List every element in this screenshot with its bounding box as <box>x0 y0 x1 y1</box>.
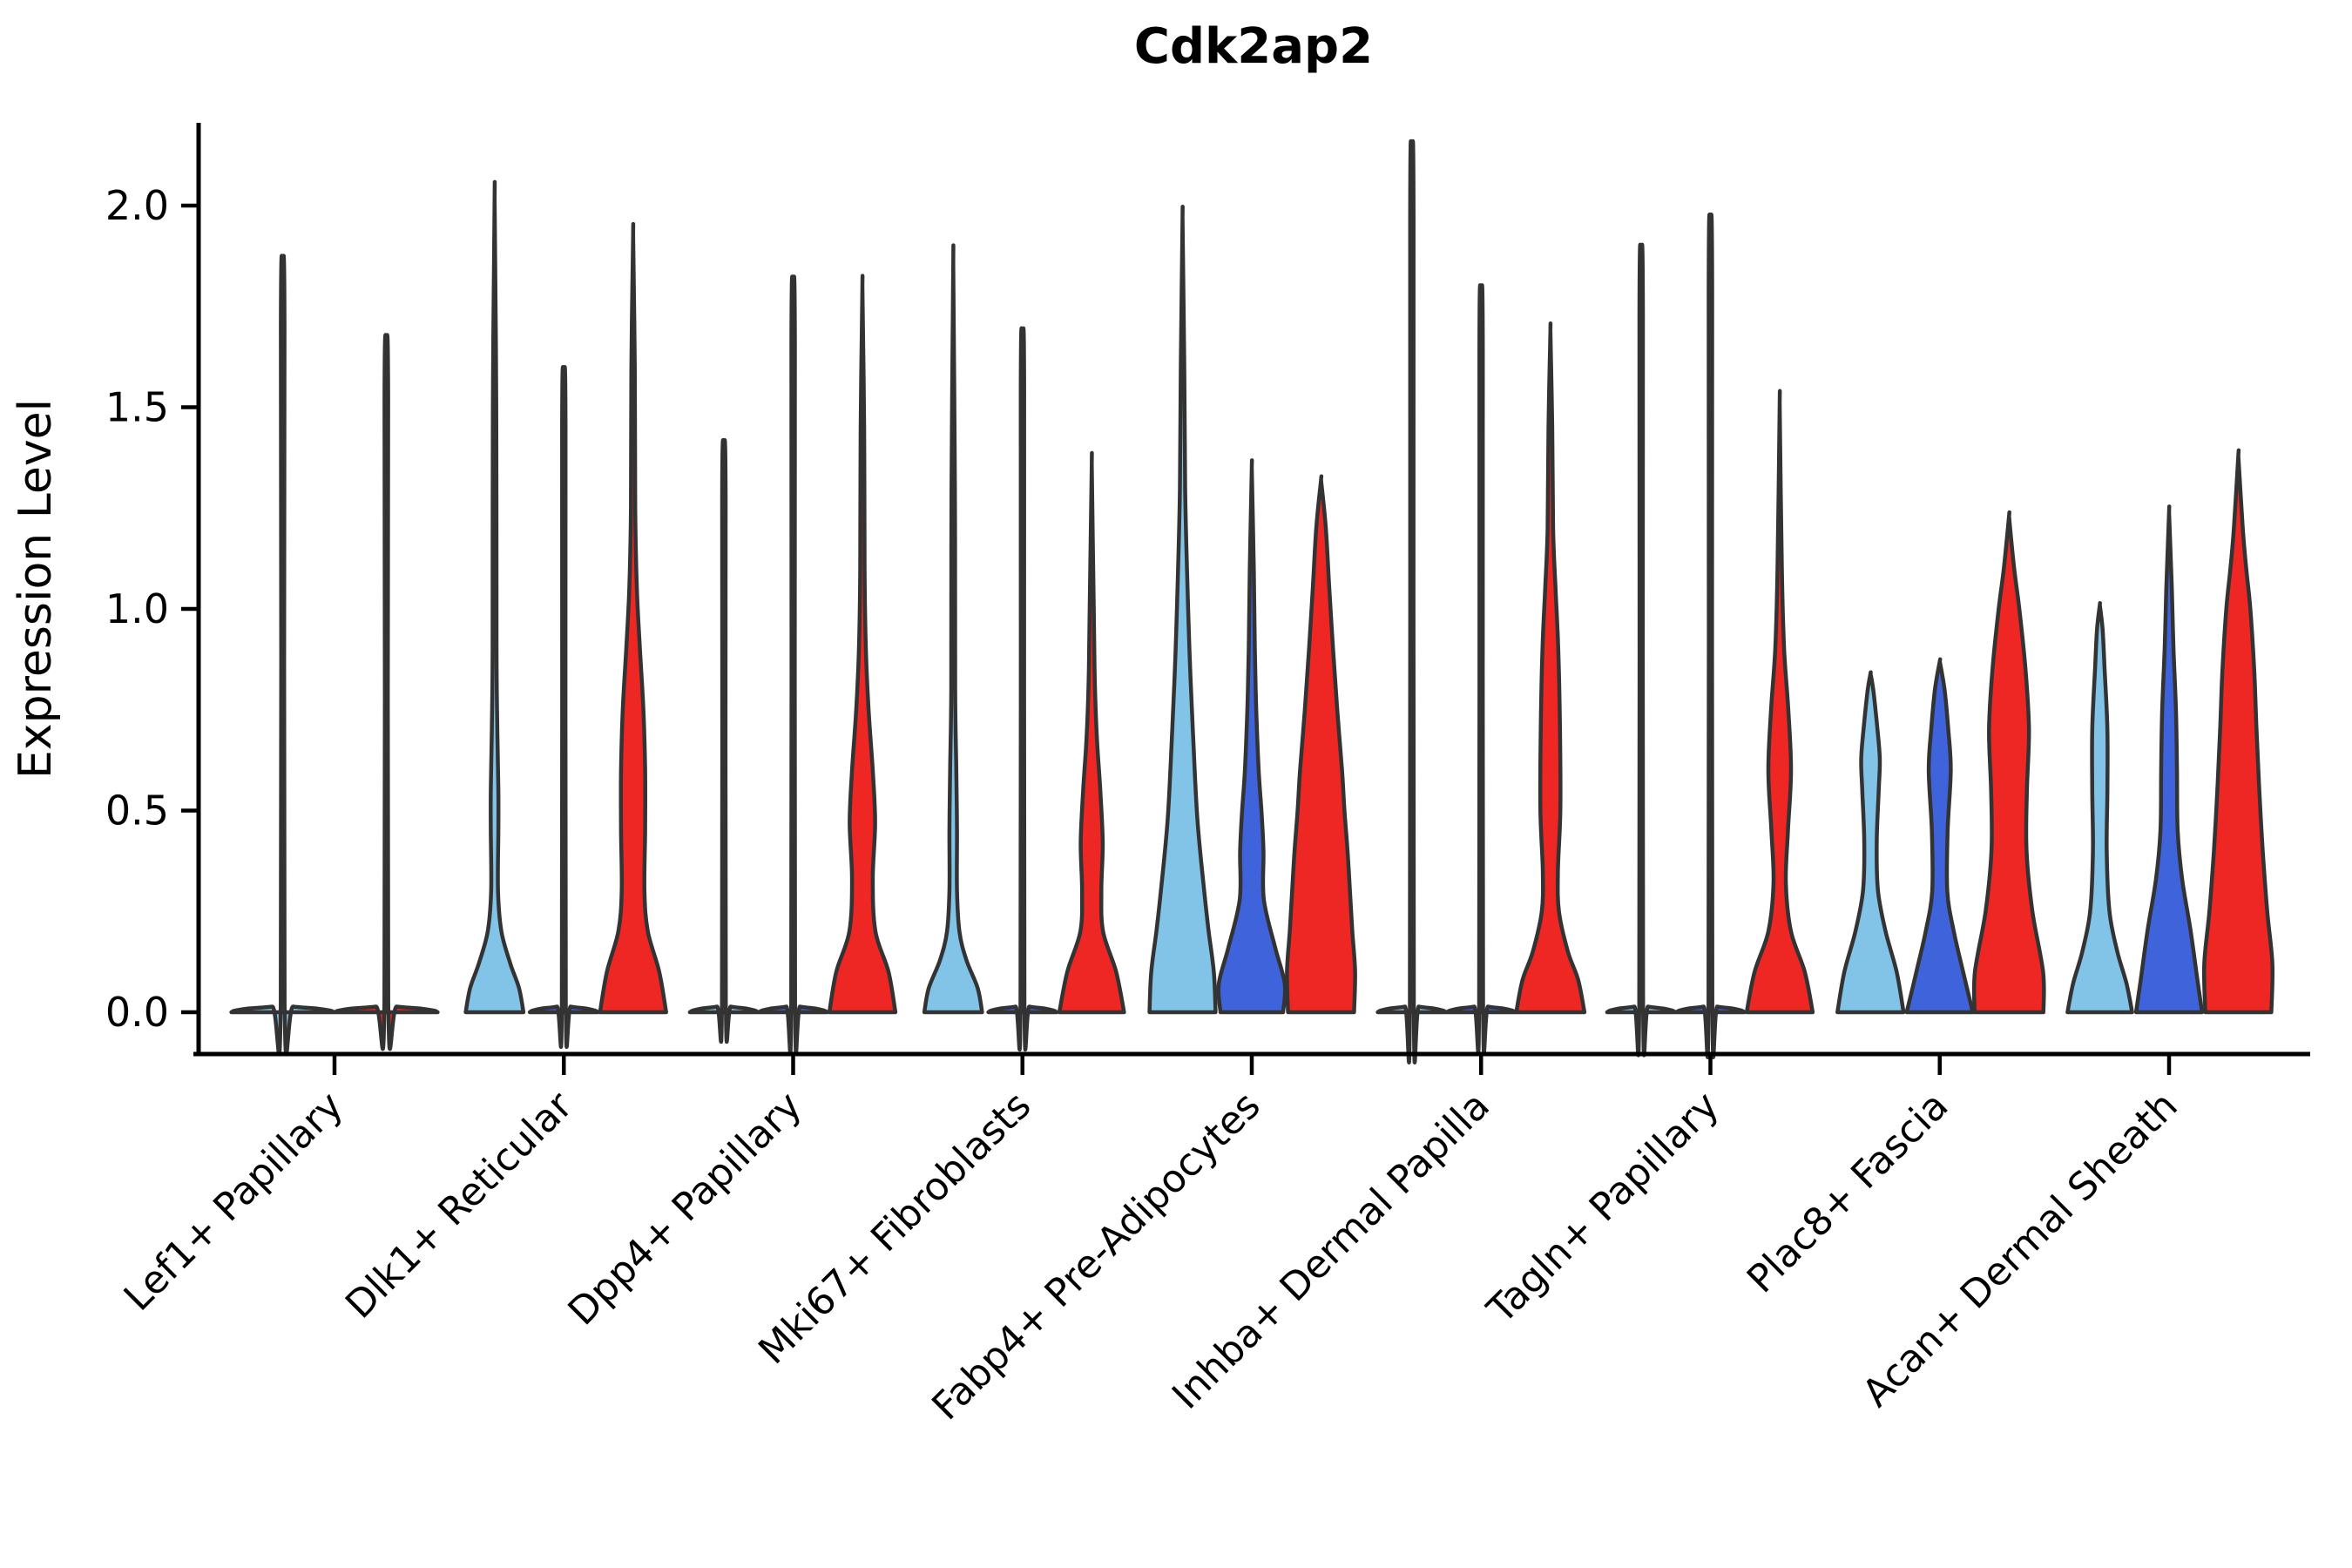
violin-2-royalblue <box>757 274 829 1055</box>
violin-7-skyblue <box>1835 670 1906 1015</box>
violin-4-skyblue <box>1147 205 1218 1015</box>
violin-7-red <box>1971 510 2046 1015</box>
violin-2-skyblue <box>687 437 760 1044</box>
violins-layer <box>229 139 2275 1064</box>
violin-0-skyblue <box>229 253 336 1057</box>
violin-6-royalblue <box>1674 212 1747 1059</box>
violin-8-royalblue <box>2133 504 2205 1015</box>
violin-8-skyblue <box>2065 601 2134 1015</box>
y-tick-label: 1.0 <box>105 585 169 632</box>
violin-4-royalblue <box>1216 458 1288 1015</box>
violin-0-red <box>333 333 440 1051</box>
violin-7-royalblue <box>1904 657 1975 1015</box>
x-tick-label-7: Plac8+ Fascia <box>1739 1084 1957 1302</box>
violin-6-red <box>1744 389 1815 1015</box>
y-axis-ticks: 0.0 0.5 1.0 1.5 2.0 <box>105 182 199 1036</box>
violin-6-skyblue <box>1605 242 1678 1058</box>
violin-3-royalblue <box>986 326 1059 1051</box>
violin-1-red <box>598 221 668 1015</box>
y-tick-label: 2.0 <box>105 182 169 229</box>
x-tick-label-2: Dpp4+ Papillary <box>560 1084 811 1335</box>
y-tick-label: 1.5 <box>105 384 169 431</box>
violin-5-red <box>1514 321 1587 1015</box>
violin-5-skyblue <box>1375 139 1449 1064</box>
violin-5-royalblue <box>1444 283 1517 1055</box>
violin-8-red <box>2201 448 2275 1015</box>
y-tick-label: 0.5 <box>105 787 169 835</box>
violin-1-royalblue <box>527 365 600 1050</box>
y-axis-label: Expression Level <box>10 399 62 779</box>
x-tick-label-1: Dlk1+ Reticular <box>337 1083 582 1328</box>
x-tick-label-0: Lef1+ Papillary <box>116 1084 352 1320</box>
violin-2-red <box>827 274 898 1015</box>
violin-1-skyblue <box>463 179 526 1015</box>
violin-4-red <box>1285 474 1357 1015</box>
x-tick-label-6: Tagln+ Papillary <box>1478 1084 1727 1333</box>
y-tick-label: 0.0 <box>105 989 169 1036</box>
violin-3-skyblue <box>922 243 984 1015</box>
violin-3-red <box>1057 450 1126 1015</box>
chart-title: Cdk2ap2 <box>1134 18 1373 75</box>
